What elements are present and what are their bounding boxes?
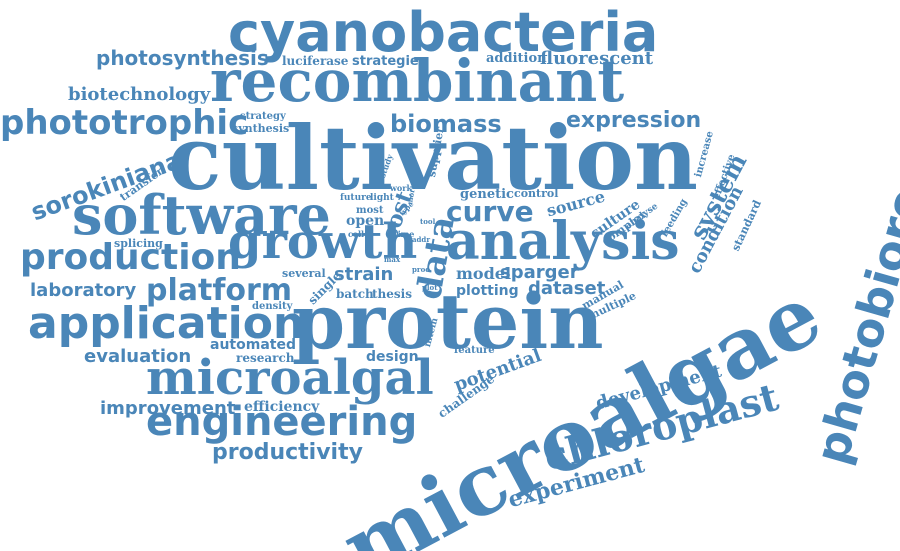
word-biomass: biomass — [390, 110, 502, 138]
word-application: application — [28, 298, 305, 349]
word-max: max — [384, 255, 401, 264]
word-photosynthesis: photosynthesis — [96, 46, 269, 70]
word-fluorescent: fluorescent — [540, 48, 654, 69]
word-recombinant: recombinant — [210, 47, 625, 115]
word-photobioreactor: photobioreactor — [804, 51, 900, 470]
word-automated: automated — [210, 337, 296, 353]
word-engineering: engineering — [146, 399, 418, 445]
word-laboratory: laboratory — [30, 280, 137, 301]
word-open: open — [346, 213, 385, 229]
word-analysis: analysis — [446, 211, 680, 272]
word-addition: addition — [486, 51, 547, 66]
word-strain: strain — [334, 264, 394, 285]
word-protein: protein — [292, 277, 604, 366]
word-microalgal: microalgal — [146, 350, 434, 406]
word-research: research — [236, 351, 295, 365]
word-several: several — [282, 267, 326, 280]
word-expression: expression — [566, 108, 702, 133]
word-most: most — [356, 205, 384, 216]
word-software: software — [72, 183, 331, 247]
word-plot: plot — [422, 283, 438, 292]
word-improvement: improvement — [100, 398, 236, 419]
word-cultivation: cultivation — [168, 106, 698, 210]
word-feature: feature — [454, 345, 495, 356]
word-curve: curve — [446, 195, 534, 228]
word-evaluation: evaluation — [84, 346, 192, 367]
word-batch: batch — [336, 287, 374, 301]
word-production: production — [20, 237, 241, 278]
word-design: design — [366, 349, 419, 365]
word-addr: addr — [412, 235, 431, 244]
word-dataset: plotting — [456, 283, 519, 299]
word-control: control — [514, 187, 559, 200]
word-light: light — [370, 193, 394, 203]
word-platform: platform — [146, 273, 293, 308]
word-tool: tool — [420, 217, 436, 226]
word-time: time — [394, 229, 415, 239]
word-work: work — [390, 183, 412, 193]
word-phototrophic: phototrophic — [0, 103, 249, 143]
word-density: density — [252, 301, 293, 312]
word-strategy: strategy — [240, 111, 286, 122]
word-sparger: sparger — [500, 262, 579, 283]
word-future: future — [340, 193, 372, 203]
word-growth: growth — [228, 214, 418, 270]
word-plotting: dataset — [528, 278, 606, 299]
word-cell: cell — [348, 229, 365, 239]
word-strategies: strategies — [352, 54, 427, 69]
word-efficiency: efficiency — [244, 399, 320, 415]
word-genetic: genetic — [460, 187, 514, 202]
word-model: model — [456, 264, 512, 283]
word-biotechnology: biotechnology — [68, 84, 211, 105]
word-luciferase: luciferase — [282, 54, 349, 68]
word-synthesis: synthesis — [232, 122, 290, 135]
word-thesis: thesis — [372, 287, 412, 301]
word-cyanobacteria: cyanobacteria — [228, 1, 659, 64]
word-splicing: splicing — [114, 237, 163, 250]
word-productivity: productivity — [212, 440, 363, 465]
word-proc: proc — [412, 265, 430, 274]
